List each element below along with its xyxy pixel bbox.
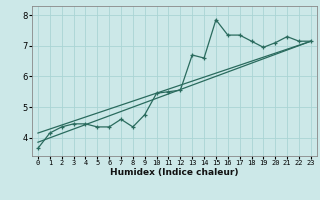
X-axis label: Humidex (Indice chaleur): Humidex (Indice chaleur) bbox=[110, 168, 239, 177]
